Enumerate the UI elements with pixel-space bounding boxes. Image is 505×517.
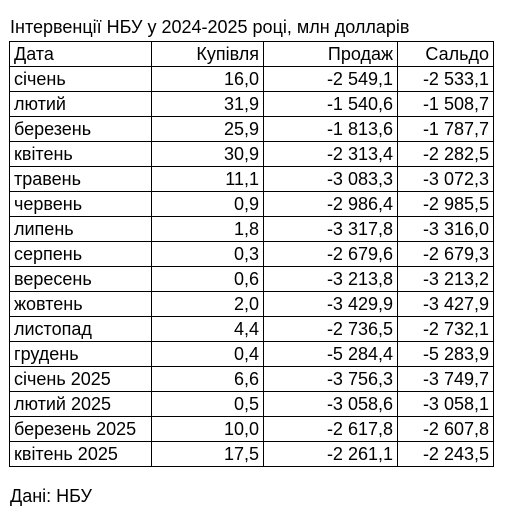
month-cell: липень <box>9 216 152 242</box>
table-row: лютий 2025 0,5 -3 058,6 -3 058,1 <box>9 391 494 417</box>
table-row: червень 0,9 -2 986,4 -2 985,5 <box>9 191 494 217</box>
table-body: січень 16,0 -2 549,1 -2 533,1 лютий 31,9 -1 54… <box>9 66 494 467</box>
table-row: лютий 31,9 -1 540,6 -1 508,7 <box>9 91 494 117</box>
table-row: грудень 0,4 -5 284,4 -5 283,9 <box>9 341 494 367</box>
month-cell: лютий 2025 <box>9 391 152 417</box>
sell-cell: -2 679,6 <box>263 241 398 267</box>
sell-cell: -2 261,1 <box>263 441 398 467</box>
column-header-date: Дата <box>9 41 152 67</box>
month-cell: листопад <box>9 316 152 342</box>
table-row: жовтень 2,0 -3 429,9 -3 427,9 <box>9 291 494 317</box>
sell-cell: -3 429,9 <box>263 291 398 317</box>
table-row: березень 25,9 -1 813,6 -1 787,7 <box>9 116 494 142</box>
table-row: листопад 4,4 -2 736,5 -2 732,1 <box>9 316 494 342</box>
sell-cell: -2 313,4 <box>263 141 398 167</box>
table-row: квітень 2025 17,5 -2 261,1 -2 243,5 <box>9 441 494 467</box>
sell-cell: -3 756,3 <box>263 366 398 392</box>
table-row: квітень 30,9 -2 313,4 -2 282,5 <box>9 141 494 167</box>
balance-cell: -3 213,2 <box>397 266 494 292</box>
sell-cell: -1 813,6 <box>263 116 398 142</box>
source-note: Дані: НБУ <box>10 486 92 506</box>
table-row: липень 1,8 -3 317,8 -3 316,0 <box>9 216 494 242</box>
table-row: травень 11,1 -3 083,3 -3 072,3 <box>9 166 494 192</box>
sell-cell: -3 083,3 <box>263 166 398 192</box>
month-cell: березень <box>9 116 152 142</box>
balance-cell: -3 316,0 <box>397 216 494 242</box>
balance-cell: -5 283,9 <box>397 341 494 367</box>
buy-cell: 25,9 <box>151 116 264 142</box>
table-row: січень 16,0 -2 549,1 -2 533,1 <box>9 66 494 92</box>
buy-cell: 0,5 <box>151 391 264 417</box>
sell-cell: -2 736,5 <box>263 316 398 342</box>
table-row: березень 2025 10,0 -2 617,8 -2 607,8 <box>9 416 494 442</box>
header-row: Дата Купівля Продаж Сальдо <box>9 41 494 67</box>
sell-cell: -1 540,6 <box>263 91 398 117</box>
balance-cell: -2 985,5 <box>397 191 494 217</box>
sell-cell: -5 284,4 <box>263 341 398 367</box>
sell-cell: -3 058,6 <box>263 391 398 417</box>
balance-cell: -2 679,3 <box>397 241 494 267</box>
table-row: січень 2025 6,6 -3 756,3 -3 749,7 <box>9 366 494 392</box>
balance-cell: -1 787,7 <box>397 116 494 142</box>
sell-cell: -2 617,8 <box>263 416 398 442</box>
buy-cell: 2,0 <box>151 291 264 317</box>
buy-cell: 17,5 <box>151 441 264 467</box>
balance-cell: -3 427,9 <box>397 291 494 317</box>
buy-cell: 4,4 <box>151 316 264 342</box>
buy-cell: 10,0 <box>151 416 264 442</box>
buy-cell: 31,9 <box>151 91 264 117</box>
buy-cell: 0,9 <box>151 191 264 217</box>
sell-cell: -2 549,1 <box>263 66 398 92</box>
month-cell: грудень <box>9 341 152 367</box>
month-cell: січень 2025 <box>9 366 152 392</box>
month-cell: серпень <box>9 241 152 267</box>
month-cell: квітень 2025 <box>9 441 152 467</box>
month-cell: січень <box>9 66 152 92</box>
table-row: серпень 0,3 -2 679,6 -2 679,3 <box>9 241 494 267</box>
month-cell: лютий <box>9 91 152 117</box>
table-title: Інтервенції НБУ у 2024-2025 році, млн до… <box>10 17 410 37</box>
month-cell: вересень <box>9 266 152 292</box>
balance-cell: -3 058,1 <box>397 391 494 417</box>
balance-cell: -3 072,3 <box>397 166 494 192</box>
buy-cell: 0,3 <box>151 241 264 267</box>
month-cell: жовтень <box>9 291 152 317</box>
interventions-table: Дата Купівля Продаж Сальдо січень 16,0 -2 … <box>9 41 494 467</box>
column-header-balance: Сальдо <box>397 41 494 67</box>
balance-cell: -2 732,1 <box>397 316 494 342</box>
table-row: вересень 0,6 -3 213,8 -3 213,2 <box>9 266 494 292</box>
buy-cell: 6,6 <box>151 366 264 392</box>
month-cell: березень 2025 <box>9 416 152 442</box>
sell-cell: -2 986,4 <box>263 191 398 217</box>
balance-cell: -2 607,8 <box>397 416 494 442</box>
buy-cell: 0,6 <box>151 266 264 292</box>
balance-cell: -2 243,5 <box>397 441 494 467</box>
buy-cell: 30,9 <box>151 141 264 167</box>
month-cell: травень <box>9 166 152 192</box>
sell-cell: -3 317,8 <box>263 216 398 242</box>
buy-cell: 11,1 <box>151 166 264 192</box>
month-cell: червень <box>9 191 152 217</box>
balance-cell: -3 749,7 <box>397 366 494 392</box>
month-cell: квітень <box>9 141 152 167</box>
buy-cell: 16,0 <box>151 66 264 92</box>
column-header-sell: Продаж <box>263 41 398 67</box>
balance-cell: -2 533,1 <box>397 66 494 92</box>
buy-cell: 0,4 <box>151 341 264 367</box>
sell-cell: -3 213,8 <box>263 266 398 292</box>
buy-cell: 1,8 <box>151 216 264 242</box>
balance-cell: -1 508,7 <box>397 91 494 117</box>
balance-cell: -2 282,5 <box>397 141 494 167</box>
column-header-buy: Купівля <box>151 41 264 67</box>
